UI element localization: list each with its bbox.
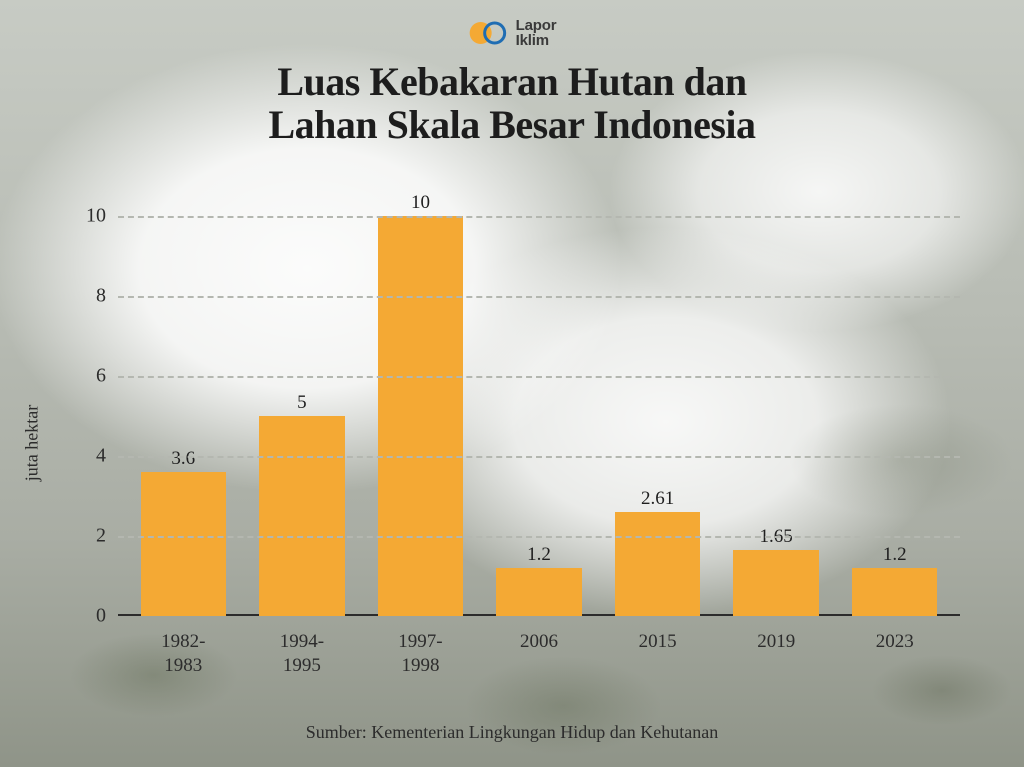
plot-area: 3.61982-198351994-1995101997-19981.22006… (118, 208, 960, 616)
bar-slot: 1.652019 (717, 208, 836, 616)
bar-value-label: 2.61 (641, 488, 674, 510)
bar-slot: 101997-1998 (361, 208, 480, 616)
bar-slot: 51994-1995 (243, 208, 362, 616)
y-tick-label: 0 (96, 605, 106, 628)
bar-value-label: 10 (411, 192, 430, 214)
bar: 10 (378, 216, 463, 616)
bar-value-label: 5 (297, 392, 307, 414)
logo-mark-icon (468, 20, 510, 46)
grid-line (118, 216, 960, 218)
grid-line (118, 296, 960, 298)
logo-text-line1: Lapor (516, 18, 557, 33)
bar: 1.2 (852, 568, 937, 616)
bars-container: 3.61982-198351994-1995101997-19981.22006… (118, 208, 960, 616)
logo-text: Lapor Iklim (516, 18, 557, 48)
bar: 3.6 (141, 472, 226, 616)
bar-slot: 1.22023 (835, 208, 954, 616)
logo-text-line2: Iklim (516, 33, 557, 48)
chart-title: Luas Kebakaran Hutan dan Lahan Skala Bes… (0, 60, 1024, 146)
bar: 1.2 (496, 568, 581, 616)
x-tick-label: 2023 (812, 630, 978, 654)
title-line2: Lahan Skala Besar Indonesia (268, 102, 755, 147)
source-attribution: Sumber: Kementerian Lingkungan Hidup dan… (0, 722, 1024, 743)
bar-slot: 1.22006 (480, 208, 599, 616)
grid-line (118, 536, 960, 538)
infographic-page: Lapor Iklim Luas Kebakaran Hutan dan Lah… (0, 0, 1024, 767)
y-tick-label: 10 (86, 205, 106, 228)
bar-slot: 2.612015 (598, 208, 717, 616)
bar-chart: juta hektar 3.61982-198351994-1995101997… (60, 208, 970, 678)
y-tick-label: 2 (96, 525, 106, 548)
y-tick-label: 6 (96, 365, 106, 388)
y-tick-label: 4 (96, 445, 106, 468)
grid-line (118, 456, 960, 458)
bar-value-label: 1.2 (527, 544, 551, 566)
y-tick-label: 8 (96, 285, 106, 308)
bar: 5 (259, 416, 344, 616)
bar: 2.61 (615, 512, 700, 616)
bar-value-label: 3.6 (171, 448, 195, 470)
y-axis-label: juta hektar (22, 405, 43, 481)
bar: 1.65 (733, 550, 818, 616)
title-line1: Luas Kebakaran Hutan dan (277, 59, 746, 104)
bar-value-label: 1.2 (883, 544, 907, 566)
grid-line (118, 376, 960, 378)
brand-logo: Lapor Iklim (468, 18, 557, 48)
bar-slot: 3.61982-1983 (124, 208, 243, 616)
